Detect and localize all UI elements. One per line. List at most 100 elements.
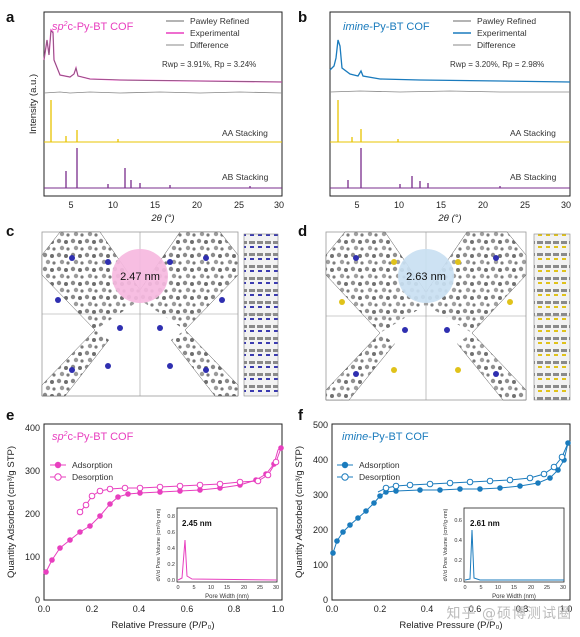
panel-b-xlabel: 2θ (°) (437, 213, 461, 224)
panel-e-frame (43, 423, 283, 601)
panel-e-letter: e (6, 407, 14, 424)
svg-text:1.0: 1.0 (272, 604, 285, 614)
panel-d-letter: d (298, 223, 307, 240)
panel-e-legend: Adsorption Desorption (50, 460, 113, 482)
panel-f-xticks: 0.0 0.2 0.4 0.6 0.8 1.0 (326, 604, 573, 614)
svg-text:20: 20 (241, 585, 247, 591)
panel-a-ab-peaks (65, 148, 251, 188)
panel-f-inset: 2.61 nm Pore Width (nm) dV/d Pore Volume… (443, 507, 566, 600)
svg-text:15: 15 (511, 585, 517, 591)
panel-b-aa-peaks (337, 100, 399, 142)
panel-c: c 2.47 nm (6, 223, 279, 397)
panel-a-experimental-curve (43, 28, 283, 83)
panel-e-inset-xlabel: Pore Width (nm) (205, 594, 249, 600)
svg-text:15: 15 (436, 200, 446, 210)
panel-c-nitrogen-atoms (55, 255, 225, 373)
svg-text:0.6: 0.6 (167, 530, 175, 536)
svg-text:0.4: 0.4 (454, 538, 462, 544)
svg-text:25: 25 (234, 200, 244, 210)
panel-d-pore-size: 2.63 nm (406, 271, 446, 283)
svg-text:20: 20 (192, 200, 202, 210)
svg-text:20: 20 (528, 585, 534, 591)
svg-text:0.4: 0.4 (167, 546, 175, 552)
svg-text:0.6: 0.6 (469, 604, 482, 614)
panel-e-inset-curve (177, 539, 278, 581)
svg-text:0.0: 0.0 (167, 578, 175, 584)
svg-text:0: 0 (35, 595, 40, 605)
panel-b-frame (329, 11, 571, 197)
panel-f-inset-xlabel: Pore Width (nm) (492, 594, 536, 600)
svg-text:0.2: 0.2 (454, 558, 462, 564)
panel-e-title: sp2c-Py-BT COF (52, 431, 134, 443)
svg-text:5: 5 (354, 200, 359, 210)
panel-a-legend: Pawley Refined Experimental Difference R… (162, 16, 256, 69)
svg-text:0.0: 0.0 (454, 578, 462, 584)
svg-text:0: 0 (323, 595, 328, 605)
svg-text:0.4: 0.4 (133, 604, 146, 614)
panel-e-xticks: 0.0 0.2 0.4 0.6 0.8 1.0 (38, 604, 285, 614)
legend-difference: Difference (190, 40, 229, 50)
legend-pawley: Pawley Refined (190, 16, 249, 26)
svg-text:15: 15 (224, 585, 230, 591)
panel-a-letter: a (6, 9, 15, 26)
panel-b-ab-label: AB Stacking (510, 172, 557, 182)
panel-e-inset-yticks: 0.0 0.2 0.4 0.6 0.8 (167, 514, 175, 584)
legend-experimental: Experimental (190, 28, 240, 38)
panel-f-desorption-points (382, 453, 566, 492)
panel-e-xlabel: Relative Pressure (P/P₀) (111, 620, 214, 631)
panel-a-title: sp2c-Py-BT COF (52, 21, 134, 33)
panel-a: a sp2c-Py-BT COF Pawley Refined Experime… (6, 9, 284, 224)
svg-text:0.2: 0.2 (167, 562, 175, 568)
panel-e-ylabel: Quantity Adsorbed (cm³/g STP) (6, 446, 17, 578)
panel-a-xlabel: 2θ (°) (150, 213, 174, 224)
panel-f-inset-label: 2.61 nm (470, 519, 500, 528)
panel-c-stack-view (243, 233, 279, 397)
panel-a-ylabel: Intensity (a.u.) (28, 74, 39, 134)
panel-e-inset-xticks: 0 5 10 15 20 25 30 (176, 585, 279, 591)
svg-text:400: 400 (25, 423, 40, 433)
svg-text:10: 10 (495, 585, 501, 591)
panel-a-difference (43, 91, 283, 94)
panel-b-letter: b (298, 9, 307, 26)
svg-text:0.8: 0.8 (167, 514, 175, 520)
svg-text:0.2: 0.2 (86, 604, 99, 614)
svg-text:10: 10 (394, 200, 404, 210)
svg-text:Desorption: Desorption (359, 472, 400, 482)
panel-c-pore-size: 2.47 nm (120, 271, 160, 283)
panel-c-pore-marker (112, 249, 168, 303)
svg-text:0.8: 0.8 (516, 604, 529, 614)
legend-desorption: Desorption (72, 472, 113, 482)
svg-text:1.0: 1.0 (560, 604, 573, 614)
panel-e-inset-label: 2.45 nm (182, 519, 212, 528)
svg-text:0.6: 0.6 (181, 604, 194, 614)
svg-text:0.0: 0.0 (38, 604, 51, 614)
svg-text:100: 100 (313, 560, 328, 570)
watermark: 知乎 @硕博测试圈 (446, 606, 572, 622)
panel-e-desorption-points (76, 458, 280, 516)
panel-a-ab-label: AB Stacking (222, 172, 269, 182)
panel-f-legend: Adsorption Desorption (337, 460, 400, 482)
svg-text:0: 0 (176, 585, 179, 591)
panel-f-letter: f (298, 407, 304, 424)
panel-d: d 2.63 nm (298, 223, 571, 401)
panel-f-inset-xticks: 0 5 10 15 20 25 30 (463, 585, 566, 591)
panel-d-atoms (339, 255, 513, 377)
panel-a-aa-label: AA Stacking (222, 128, 268, 138)
panel-b-aa-label: AA Stacking (510, 128, 556, 138)
svg-text:0.6: 0.6 (454, 518, 462, 524)
panel-f-yticks: 0 100 200 300 400 500 (313, 420, 328, 605)
svg-text:0: 0 (463, 585, 466, 591)
svg-text:15: 15 (150, 200, 160, 210)
svg-text:30: 30 (561, 200, 571, 210)
svg-text:10: 10 (208, 585, 214, 591)
svg-text:0.0: 0.0 (326, 604, 339, 614)
panel-e-inset: 2.45 nm Pore Width (nm) dV/d Pore Volume… (156, 507, 279, 600)
panel-b-title: imine-Py-BT COF (343, 21, 430, 33)
panel-a-xticks: 5 10 15 20 25 30 (68, 200, 284, 210)
panel-a-frame (43, 11, 283, 197)
svg-text:Difference: Difference (477, 40, 516, 50)
panel-a-stats: Rwp = 3.91%, Rp = 3.24% (162, 60, 256, 69)
svg-text:200: 200 (25, 509, 40, 519)
panel-c-letter: c (6, 223, 14, 240)
